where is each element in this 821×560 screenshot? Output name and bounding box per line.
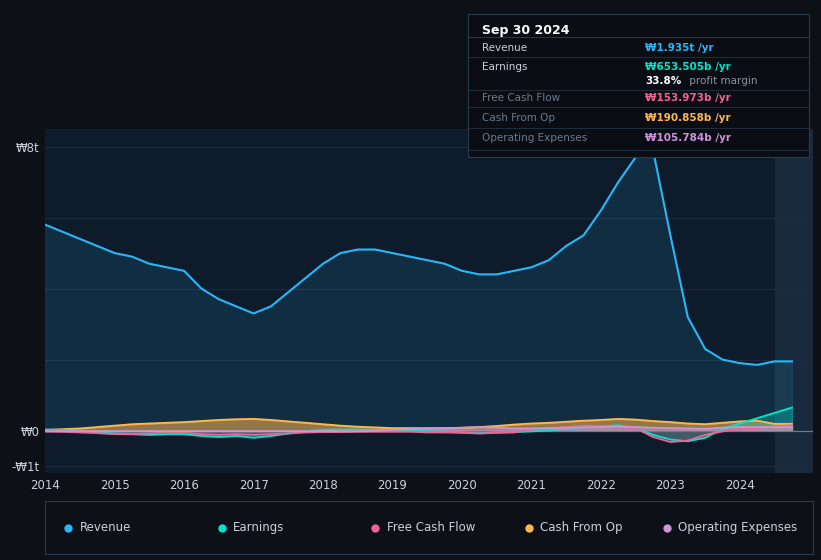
- Text: ₩190.858b /yr: ₩190.858b /yr: [645, 113, 731, 123]
- Text: profit margin: profit margin: [686, 76, 758, 86]
- Text: Earnings: Earnings: [233, 521, 285, 534]
- Text: Earnings: Earnings: [482, 62, 527, 72]
- Text: Revenue: Revenue: [482, 43, 527, 53]
- Text: 33.8%: 33.8%: [645, 76, 681, 86]
- Text: Operating Expenses: Operating Expenses: [482, 133, 587, 143]
- Text: Free Cash Flow: Free Cash Flow: [482, 94, 560, 103]
- Text: ₩153.973b /yr: ₩153.973b /yr: [645, 94, 731, 103]
- Text: ₩1.935t /yr: ₩1.935t /yr: [645, 43, 713, 53]
- Text: Free Cash Flow: Free Cash Flow: [387, 521, 475, 534]
- Text: ₩653.505b /yr: ₩653.505b /yr: [645, 62, 731, 72]
- Text: Sep 30 2024: Sep 30 2024: [482, 24, 569, 37]
- Text: ₩105.784b /yr: ₩105.784b /yr: [645, 133, 732, 143]
- Text: Cash From Op: Cash From Op: [482, 113, 555, 123]
- Text: Operating Expenses: Operating Expenses: [678, 521, 798, 534]
- Text: Revenue: Revenue: [80, 521, 131, 534]
- Bar: [774, 129, 813, 473]
- Text: Cash From Op: Cash From Op: [540, 521, 623, 534]
